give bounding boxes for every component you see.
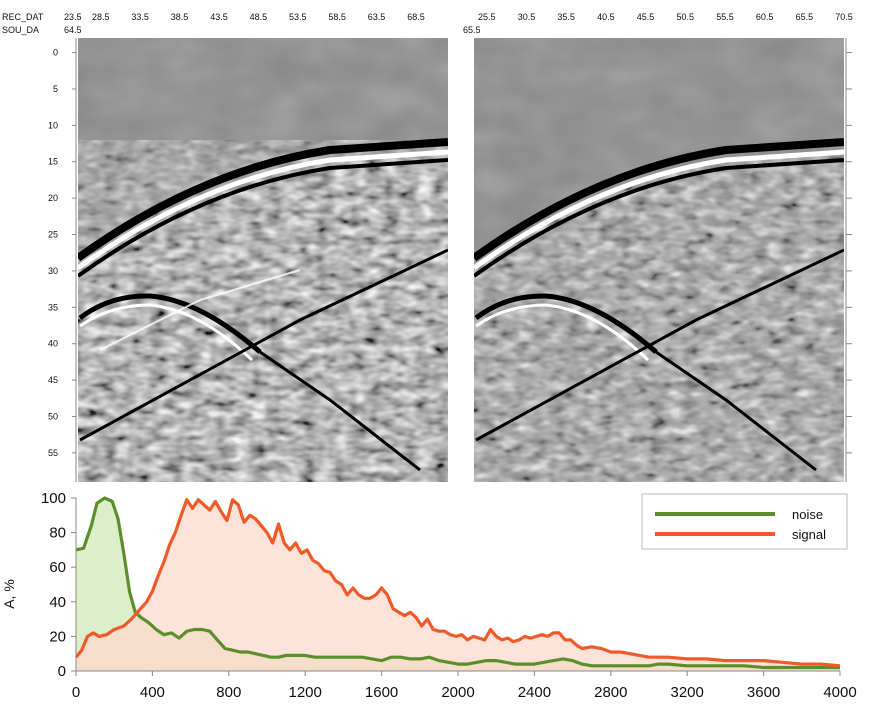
- rec-tick-left: 48.5: [250, 12, 268, 22]
- spectrum-x-tick: 1200: [289, 684, 322, 701]
- left-seismic-panel: [78, 38, 448, 482]
- legend: noise signal: [641, 493, 848, 550]
- series-line-noise: [75, 496, 840, 670]
- seismic-y-tick: 35: [48, 302, 58, 312]
- spectrum-x-tick: 3200: [671, 684, 704, 701]
- spectrum-x-tick: 800: [216, 684, 241, 701]
- rec-tick-right: 50.5: [677, 12, 695, 22]
- spectrum-y-tick: 0: [58, 663, 66, 680]
- left-rec-ticks: 23.5 28.5 33.5 38.5 43.5 48.5 53.5 58.5 63.5 68.5: [64, 12, 425, 22]
- right-sou-value: 65.5: [463, 25, 481, 35]
- rec-tick-left: 53.5: [289, 12, 307, 22]
- seismic-y-ticks: 0 5 10 15 20 25 30 35 40 45 50 55: [48, 48, 76, 458]
- seismic-y-tick: 20: [48, 193, 58, 203]
- spectrum-x-tick: 400: [140, 684, 165, 701]
- rec-tick-left: 58.5: [328, 12, 346, 22]
- spectrum-y-tick: 60: [49, 559, 66, 576]
- left-sou-value: 64.5: [64, 25, 82, 35]
- spectrum-y-tick: 100: [41, 490, 66, 507]
- spectrum-x-tick: 1600: [365, 684, 398, 701]
- spectrum-y-tick: 40: [49, 594, 66, 611]
- spectrum-y-label: A, %: [1, 579, 17, 609]
- rec-tick-left: 28.5: [92, 12, 110, 22]
- rec-tick-right: 60.5: [756, 12, 774, 22]
- seismic-right-ticks: [846, 52, 852, 454]
- rec-tick-right: 45.5: [637, 12, 655, 22]
- sou-da-label: SOU_DA: [2, 25, 39, 35]
- right-seismic-panel: [474, 38, 844, 482]
- rec-tick-right: 70.5: [835, 12, 853, 22]
- right-rec-ticks: 25.5 30.5 35.5 40.5 45.5 50.5 55.5 60.5 65.5 70.5: [478, 12, 853, 22]
- rec-tick-left: 23.5: [64, 12, 82, 22]
- rec-tick-left: 43.5: [210, 12, 228, 22]
- spectrum-x-tick: 2800: [594, 684, 627, 701]
- spectrum-x-tick: 3600: [747, 684, 780, 701]
- series-line-signal: [74, 498, 841, 668]
- spectrum-x-tick: 0: [72, 684, 80, 701]
- seismic-y-tick: 50: [48, 411, 58, 421]
- rec-dat-label: REC_DAT: [2, 12, 44, 22]
- rec-tick-right: 25.5: [478, 12, 496, 22]
- seismic-y-tick: 45: [48, 375, 58, 385]
- spectrum-y-tick: 20: [49, 628, 66, 645]
- spectrum-axes: 0 20 40 60 80 100 0 400 800 1200 1600 2000 2400 2800 3…: [41, 490, 857, 701]
- seismic-y-tick: 40: [48, 339, 58, 349]
- rec-tick-right: 30.5: [518, 12, 536, 22]
- seismic-y-tick: 25: [48, 230, 58, 240]
- legend-noise-label: noise: [792, 507, 823, 522]
- seismic-y-tick: 30: [48, 266, 58, 276]
- rec-tick-left: 68.5: [407, 12, 425, 22]
- seismic-figure: REC_DAT SOU_DA 64.5 65.5 23.5 28.5 33.5 38.…: [2, 12, 853, 482]
- spectrum-chart: A, % 0 20 40 60 80 100 0 400 800 1200 1600 2000 2400…: [1, 490, 857, 701]
- seismic-y-tick: 0: [53, 48, 58, 58]
- rec-tick-right: 40.5: [597, 12, 615, 22]
- rec-tick-right: 35.5: [557, 12, 575, 22]
- seismic-y-tick: 15: [48, 157, 58, 167]
- spectrum-x-tick: 4000: [823, 684, 856, 701]
- rec-tick-right: 65.5: [796, 12, 814, 22]
- spectrum-plot-area: [74, 496, 841, 671]
- spectrum-x-tick: 2000: [441, 684, 474, 701]
- rec-tick-left: 33.5: [131, 12, 149, 22]
- seismic-y-tick: 10: [48, 120, 58, 130]
- series-area-signal: [76, 499, 840, 671]
- spectrum-y-tick: 80: [49, 525, 66, 542]
- rec-tick-right: 55.5: [716, 12, 734, 22]
- spectrum-x-tick: 2400: [518, 684, 551, 701]
- rec-tick-left: 38.5: [171, 12, 189, 22]
- seismic-y-tick: 55: [48, 448, 58, 458]
- legend-signal-label: signal: [792, 527, 826, 542]
- rec-tick-left: 63.5: [368, 12, 386, 22]
- seismic-y-tick: 5: [53, 84, 58, 94]
